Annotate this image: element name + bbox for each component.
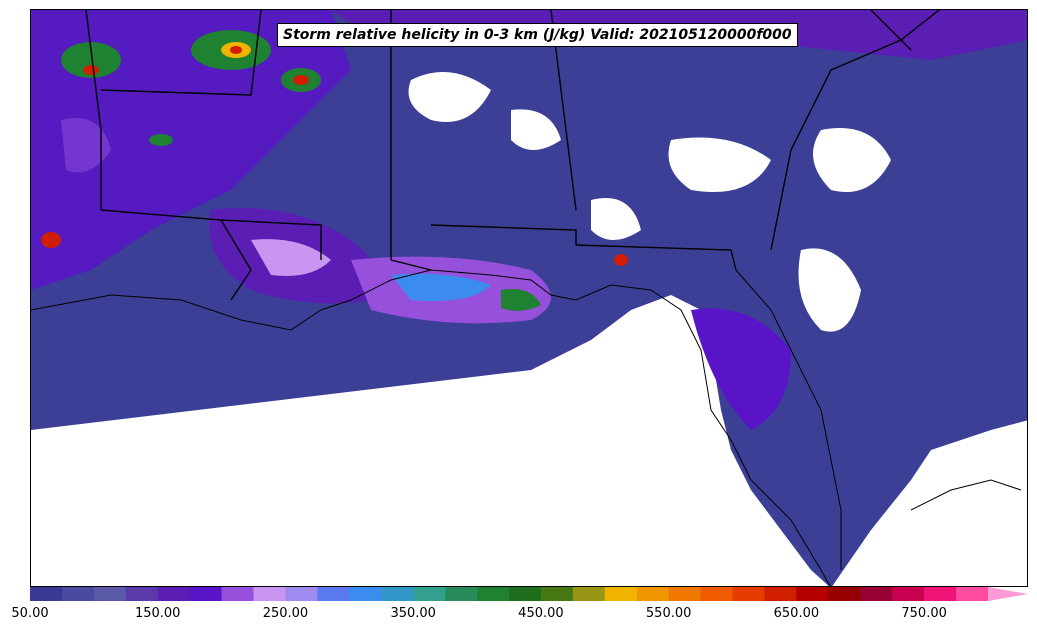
colorbar-tick-label: 550.00 [645, 606, 692, 621]
colorbar-bin [668, 587, 702, 601]
colorbar-bin [61, 587, 95, 601]
colorbar-bins [30, 587, 989, 601]
colorbar-bin [956, 587, 989, 601]
moderate-helicity-patches [31, 10, 1027, 430]
strong-helicity-spots [41, 30, 628, 266]
colorbar-bin [413, 587, 446, 601]
colorbar-tick-label: 450.00 [518, 606, 564, 621]
colorbar-bin [349, 587, 382, 601]
colorbar [30, 587, 1028, 601]
below-threshold-regions [31, 72, 1027, 586]
colorbar-bin [764, 587, 797, 601]
colorbar-bin [157, 587, 191, 601]
colorbar-bin [125, 587, 159, 601]
colorbar-bin [828, 587, 861, 601]
colorbar-tick-label: 250.00 [262, 606, 309, 621]
colorbar-bin [317, 587, 350, 601]
colorbar-bin [924, 587, 957, 601]
colorbar-bin [700, 587, 734, 601]
colorbar-bin [572, 587, 606, 601]
state-boundaries [85, 10, 940, 301]
colorbar-bin [604, 587, 638, 601]
colorbar-bin [860, 587, 893, 601]
colorbar-bin [540, 587, 574, 601]
colorbar-bin [381, 587, 414, 601]
map-title: Storm relative helicity in 0-3 km (J/kg)… [277, 23, 798, 47]
colorbar-tick-label: 50.00 [11, 606, 49, 621]
colorbar-bin [636, 587, 670, 601]
colorbar-bin [477, 587, 510, 601]
colorbar-bin [796, 587, 829, 601]
colorbar-bin [892, 587, 925, 601]
colorbar-bin [732, 587, 765, 601]
map-panel: Storm relative helicity in 0-3 km (J/kg)… [30, 9, 1028, 587]
colorbar-tick-label: 650.00 [773, 606, 820, 621]
colorbar-bin [30, 587, 63, 601]
colorbar-bin [509, 587, 542, 601]
colorbar-tick-label: 150.00 [134, 606, 181, 621]
colorbar-bin [221, 587, 255, 601]
colorbar-tick-label: 350.00 [390, 606, 436, 621]
colorbar-extend-arrow [988, 587, 1028, 601]
coastline [31, 269, 1022, 586]
colorbar-bin [253, 587, 286, 601]
colorbar-bin [189, 587, 223, 601]
colorbar-bin [285, 587, 318, 601]
colorbar-bin [445, 587, 478, 601]
colorbar-bin [93, 587, 127, 601]
colorbar-tick-label: 750.00 [901, 606, 947, 621]
helicity-map [31, 10, 1027, 586]
